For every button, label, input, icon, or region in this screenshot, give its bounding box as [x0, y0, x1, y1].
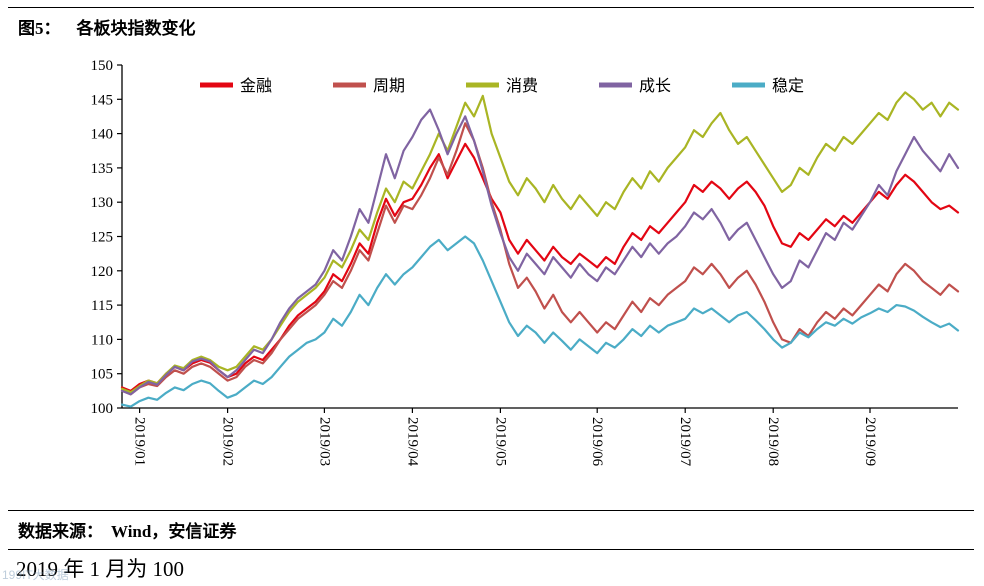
- legend-label-3: 成长: [639, 77, 671, 95]
- legend-label-1: 周期: [373, 77, 405, 95]
- y-tick-label: 125: [91, 230, 114, 246]
- x-tick-label: 2019/06: [589, 417, 605, 467]
- series-line-3: [120, 108, 960, 396]
- top-divider: [8, 7, 974, 8]
- legend-label-0: 金融: [240, 77, 272, 95]
- y-tick-label: 115: [91, 298, 113, 314]
- series-line-4: [120, 235, 960, 408]
- x-tick-label: 2019/02: [220, 417, 236, 466]
- y-tick-label: 120: [91, 264, 114, 280]
- x-tick-label: 2019/05: [492, 417, 508, 466]
- y-tick-label: 130: [91, 195, 114, 211]
- series-line-1: [120, 122, 960, 396]
- data-source-text: Wind，安信证券: [111, 522, 237, 541]
- legend-label-2: 消费: [506, 77, 538, 95]
- figure-number: 图5：: [18, 19, 61, 38]
- series-line-2: [120, 91, 960, 394]
- y-tick-label: 100: [91, 401, 114, 417]
- base-index-footnote: 2019 年 1 月为 100: [16, 557, 184, 581]
- x-tick-label: 2019/09: [862, 417, 878, 466]
- footnote-divider: [8, 549, 974, 550]
- y-tick-label: 110: [91, 332, 113, 348]
- series-line-0: [120, 142, 960, 392]
- x-tick-label: 2019/04: [404, 417, 420, 467]
- data-source: 数据来源： Wind，安信证券: [18, 517, 236, 542]
- figure-title: 图5： 各板块指数变化: [18, 14, 196, 39]
- sector-index-line-chart: 100 105 110 115 120 125 130 135 140 145 150 2019/01…: [91, 58, 960, 467]
- x-tick-label: 2019/07: [677, 417, 693, 467]
- y-tick-label: 135: [91, 161, 114, 177]
- legend-label-4: 稳定: [772, 77, 804, 95]
- y-tick-label: 105: [91, 367, 114, 383]
- x-tick-label: 2019/08: [765, 417, 781, 466]
- y-tick-label: 150: [91, 58, 114, 74]
- x-tick-label: 2019/03: [316, 417, 332, 466]
- source-divider: [8, 510, 974, 511]
- watermark: 199IT大数据: [2, 568, 69, 582]
- x-tick-label: 2019/01: [132, 417, 148, 466]
- legend: 金融 周期 消费 成长 稳定: [200, 77, 804, 95]
- axes: 100 105 110 115 120 125 130 135 140 145 150 2019/01…: [91, 58, 958, 467]
- y-tick-label: 140: [91, 127, 114, 143]
- data-source-label: 数据来源：: [18, 522, 103, 541]
- figure-title-text: 各板块指数变化: [76, 19, 196, 38]
- y-tick-label: 145: [91, 92, 114, 108]
